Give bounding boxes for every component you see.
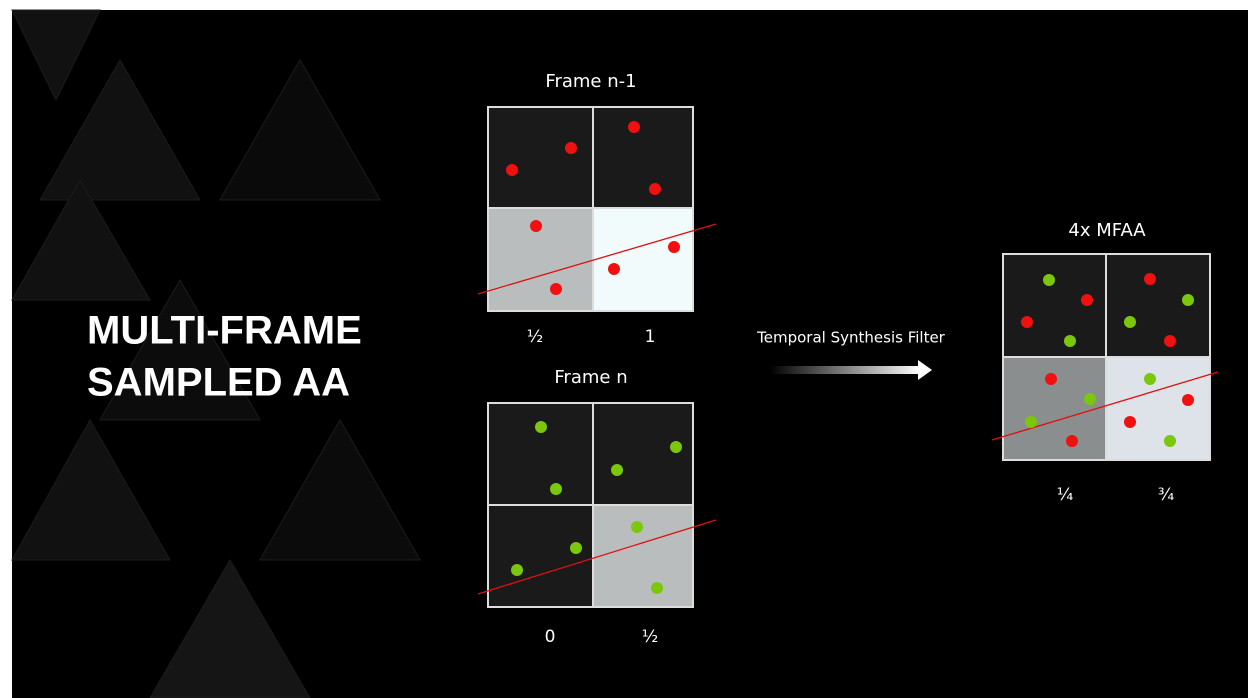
coverage-label: ¼	[1057, 485, 1073, 505]
frame-label: Frame n-1	[545, 71, 636, 92]
background-pattern	[11, 9, 421, 698]
coverage-label: 1	[645, 327, 656, 347]
title-line: SAMPLED AA	[87, 361, 350, 405]
coverage-label: ½	[527, 327, 543, 347]
frame-label: Frame n	[554, 367, 627, 388]
sample-grid	[991, 253, 1219, 461]
coverage-label: ¾	[1158, 485, 1174, 505]
filter-label: Temporal Synthesis Filter	[756, 329, 946, 347]
arrow	[770, 360, 932, 380]
result-label: 4x MFAA	[1068, 220, 1146, 241]
coverage-label: ½	[642, 627, 658, 647]
coverage-label: 0	[545, 627, 556, 647]
sample-grid	[477, 106, 717, 312]
sample-grid	[477, 402, 717, 608]
title-line: MULTI-FRAME	[87, 309, 362, 353]
